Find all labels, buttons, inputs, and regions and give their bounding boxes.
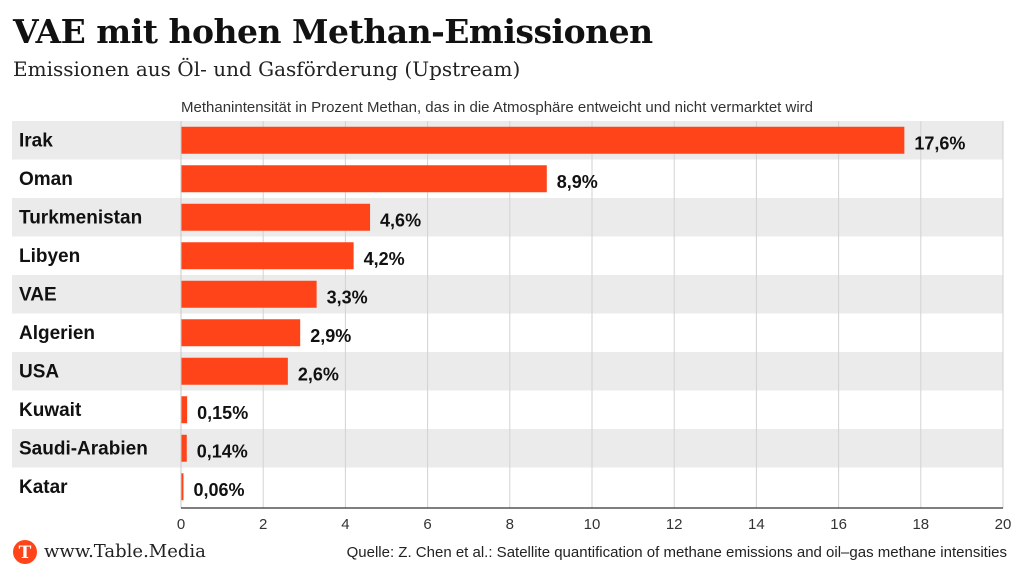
chart-subtitle: Emissionen aus Öl- und Gasförderung (Ups… [13, 57, 521, 81]
category-label: USA [19, 361, 59, 382]
x-tick-label: 6 [423, 516, 431, 533]
value-label: 2,9% [310, 326, 351, 346]
category-label: VAE [19, 284, 57, 305]
bar [181, 434, 187, 462]
category-label: Kuwait [19, 400, 82, 421]
footer-source: Quelle: Z. Chen et al.: Satellite quanti… [346, 544, 1007, 561]
axis-note: Methanintensität in Prozent Methan, das … [181, 99, 813, 116]
x-tick-label: 12 [666, 516, 683, 533]
category-label: Turkmenistan [19, 207, 142, 228]
x-tick-label: 8 [506, 516, 514, 533]
value-label: 4,2% [364, 249, 405, 269]
value-label: 0,06% [193, 480, 244, 500]
row-band [12, 198, 1003, 237]
logo-letter: T [19, 543, 32, 563]
x-tick-label: 10 [584, 516, 601, 533]
bar [181, 280, 317, 308]
bar [181, 319, 301, 347]
row-band [12, 352, 1003, 391]
chart-title: VAE mit hohen Methan-Emissionen [13, 12, 653, 51]
x-tick-label: 0 [177, 516, 185, 533]
category-label: Oman [19, 169, 73, 190]
row-band [12, 275, 1003, 314]
x-tick-label: 20 [995, 516, 1012, 533]
bar [181, 126, 905, 154]
value-label: 4,6% [380, 210, 421, 230]
value-label: 3,3% [327, 287, 368, 307]
bar [181, 473, 184, 501]
bar [181, 203, 371, 231]
bar [181, 396, 188, 424]
row-band [12, 429, 1003, 468]
category-label: Katar [19, 477, 68, 498]
bar [181, 357, 288, 385]
value-label: 17,6% [914, 133, 965, 153]
category-label: Saudi-Arabien [19, 438, 148, 459]
x-tick-label: 4 [341, 516, 349, 533]
x-tick-label: 2 [259, 516, 267, 533]
value-label: 8,9% [557, 172, 598, 192]
value-label: 0,14% [197, 441, 248, 461]
bar [181, 242, 354, 270]
category-label: Libyen [19, 246, 80, 267]
table-media-logo-icon: T [13, 540, 37, 564]
x-tick-label: 18 [912, 516, 929, 533]
category-label: Algerien [19, 323, 95, 344]
category-label: Irak [19, 130, 53, 151]
value-label: 0,15% [197, 403, 248, 423]
footer-site: www.Table.Media [44, 541, 206, 562]
value-label: 2,6% [298, 364, 339, 384]
bar [181, 165, 547, 193]
x-tick-label: 14 [748, 516, 765, 533]
x-tick-label: 16 [830, 516, 847, 533]
